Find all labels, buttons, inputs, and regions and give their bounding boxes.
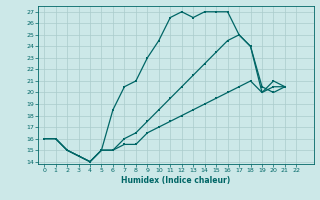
X-axis label: Humidex (Indice chaleur): Humidex (Indice chaleur) bbox=[121, 176, 231, 185]
